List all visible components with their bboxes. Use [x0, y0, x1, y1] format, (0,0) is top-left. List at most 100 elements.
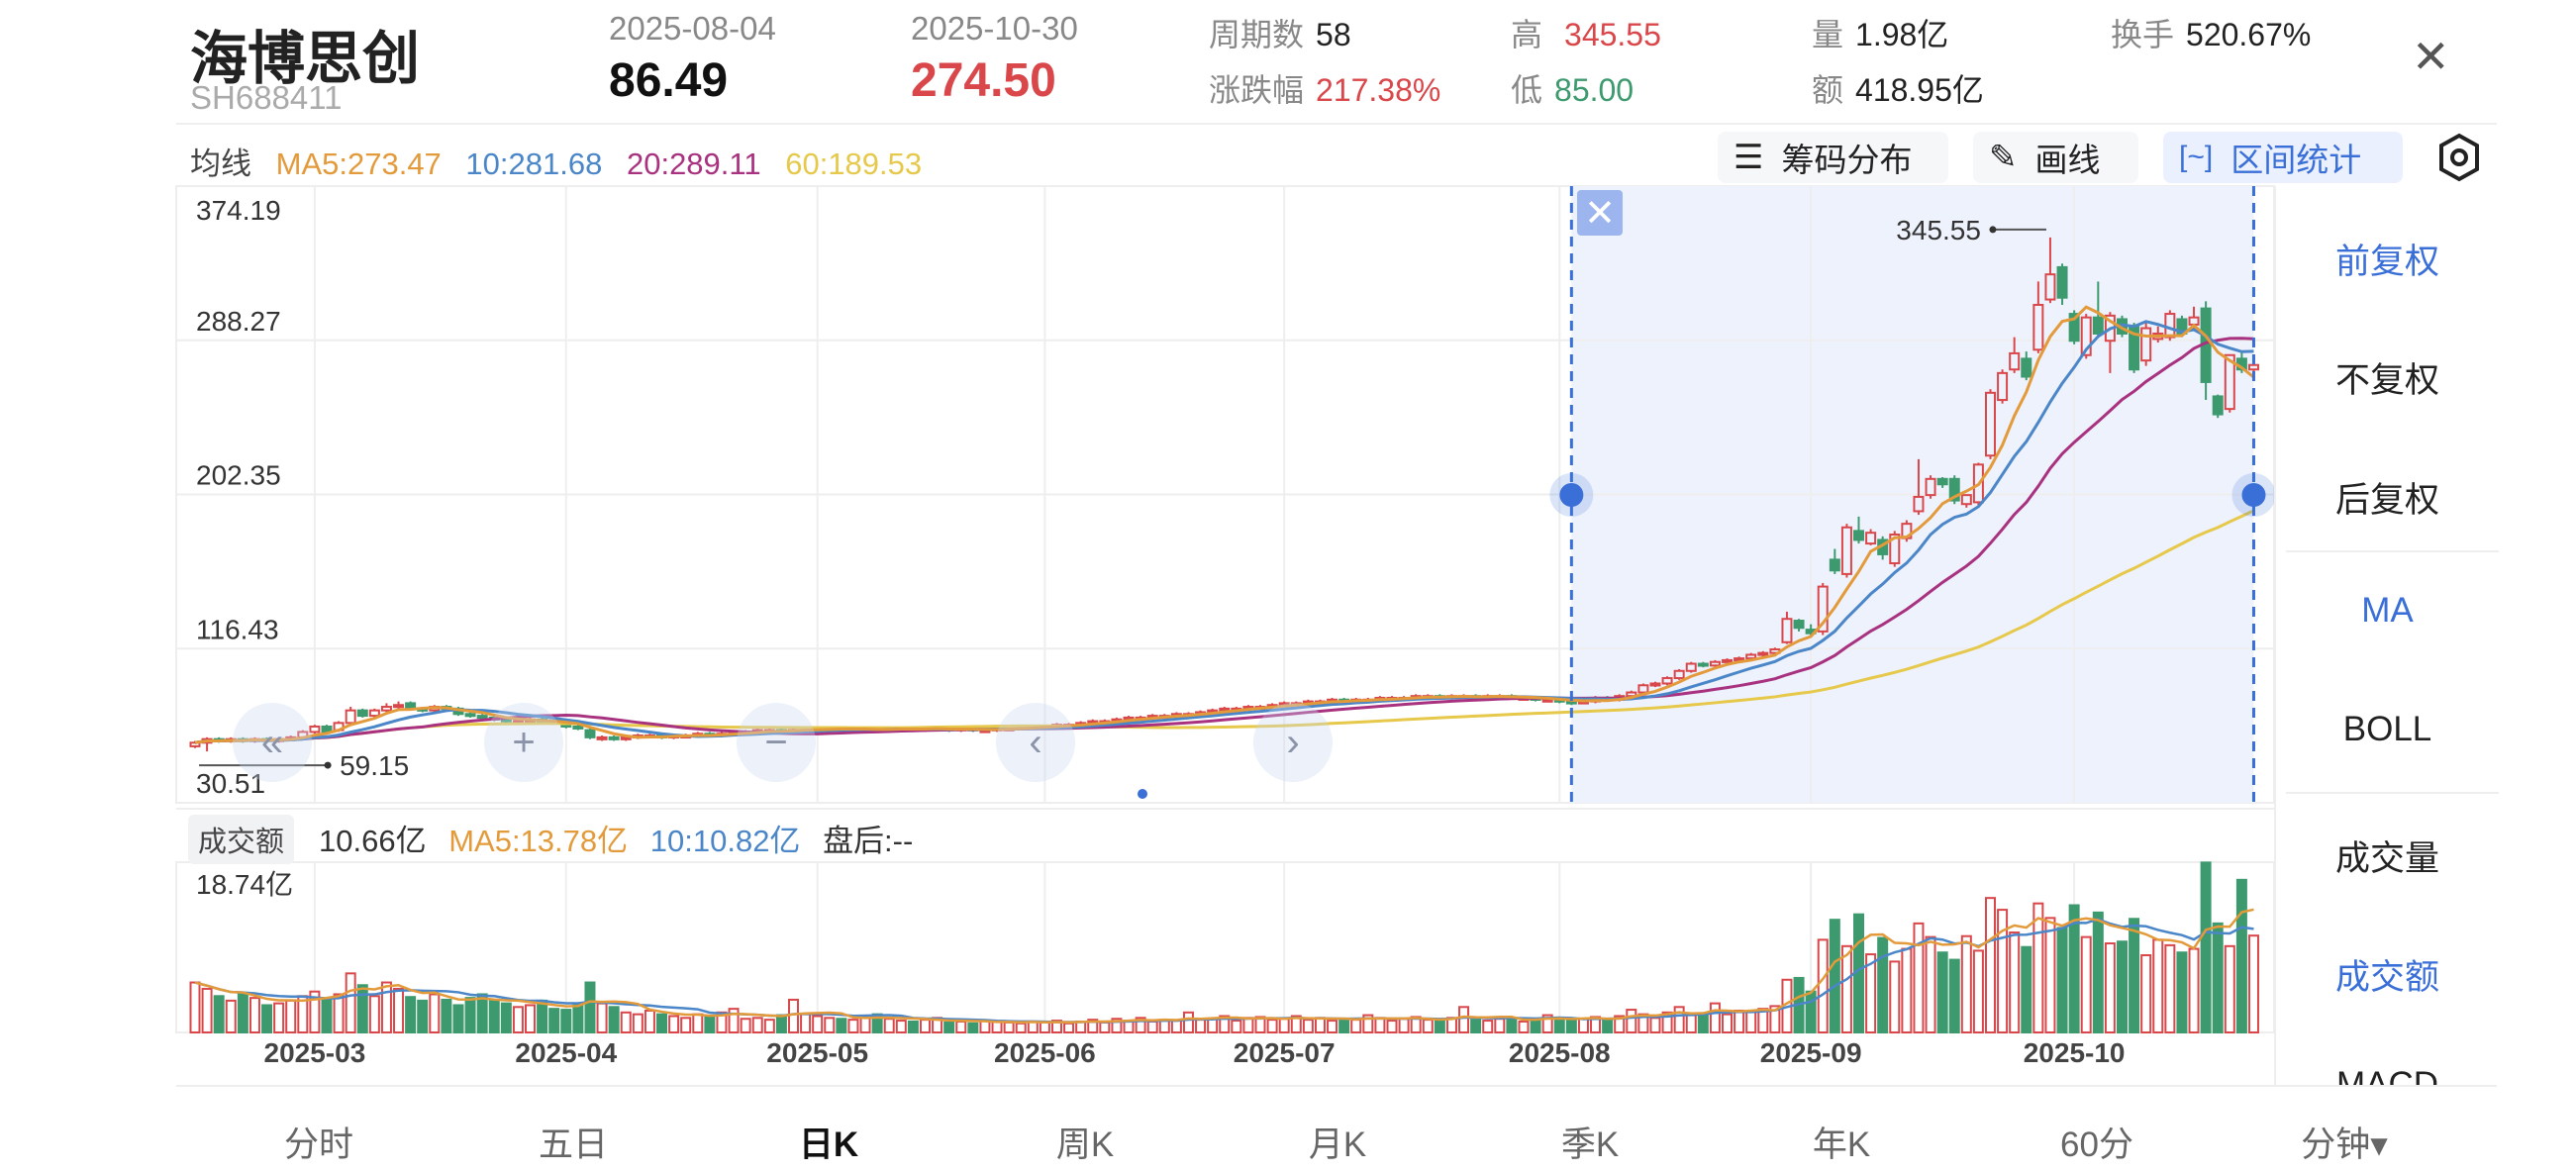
zoom-in-button[interactable]: + — [484, 703, 563, 782]
amount-bar-down — [500, 1002, 512, 1033]
scroll-right-button[interactable]: › — [1253, 703, 1333, 782]
range-stats-button[interactable]: [~] 区间统计 — [2163, 132, 2403, 183]
periods-label: 周期数 — [1209, 17, 1305, 52]
tab-yearly-k[interactable]: 年K — [1812, 1125, 1871, 1164]
amount-bar-up — [1709, 1002, 1721, 1033]
selection-start-handle[interactable] — [1559, 483, 1584, 507]
amount-bar-up — [1015, 1022, 1027, 1034]
amount-bar-up — [368, 995, 380, 1034]
amount-bar-down — [1530, 1019, 1541, 1034]
amount-bar-up — [309, 990, 321, 1034]
candle-up — [2164, 313, 2176, 339]
rp-item-ma[interactable]: MA — [2361, 591, 2414, 630]
amount-bar-down — [488, 999, 500, 1034]
amount-bar-up — [380, 981, 392, 1033]
low-stat: 低 85.00 — [1511, 65, 1634, 111]
amount-bar-up — [393, 987, 405, 1034]
amount-bar-up — [740, 1018, 751, 1034]
scroll-left-button[interactable]: ‹ — [996, 703, 1075, 782]
amount-bar-up — [800, 1013, 812, 1034]
rp-item-volume[interactable]: 成交量 — [2334, 839, 2439, 878]
amount-bar-down — [1697, 1012, 1709, 1033]
scroll-to-start-button[interactable]: « — [233, 703, 312, 782]
amount-bar-up — [1182, 1011, 1194, 1034]
amount-bar-up — [1901, 947, 1913, 1034]
draw-line-button[interactable]: ✎ 画线 — [1973, 132, 2138, 183]
close-button[interactable]: ✕ — [2412, 30, 2450, 83]
rp-item-amount[interactable]: 成交额 — [2334, 958, 2439, 997]
turnover-stat: 换手 520.67% — [2111, 10, 2311, 55]
ma60-line — [194, 509, 2255, 744]
list-icon: ☰ — [1734, 139, 1764, 176]
amount-bar-up — [1925, 935, 1936, 1033]
candle-up — [1734, 657, 1745, 662]
amount-stat: 额 418.95亿 — [1812, 65, 1984, 111]
candle-up — [1781, 618, 1793, 643]
amount-bar-up — [2080, 935, 2092, 1033]
tab-60-minute[interactable]: 60分 — [2060, 1125, 2133, 1164]
tab-five-day[interactable]: 五日 — [538, 1125, 609, 1164]
plus-icon: + — [512, 720, 536, 764]
close-icon: ✕ — [2412, 31, 2450, 82]
amount-bar-down — [608, 1006, 620, 1034]
candle-up — [368, 709, 380, 718]
amount-bar-up — [429, 993, 441, 1033]
amount-bar-down — [1506, 1017, 1518, 1033]
rp-item-macd[interactable]: MACD — [2335, 1065, 2439, 1085]
amount-max-label: 18.74亿 — [196, 869, 293, 900]
x-tick-label: 2025-06 — [994, 1037, 1096, 1068]
volume-legend: 10.66亿 MA5:13.78亿 10:10.82亿 盘后:-- — [319, 816, 927, 860]
candle-down — [2021, 357, 2032, 378]
amount-bar-down — [237, 993, 248, 1033]
amount-bar-up — [1170, 1020, 1182, 1034]
ma5-line — [194, 305, 2255, 744]
rp-item-boll[interactable]: BOLL — [2342, 710, 2432, 748]
ma-legend-label: 均线 — [190, 147, 251, 181]
amount-bar-down — [2200, 861, 2212, 1033]
amount-bar-up — [1290, 1015, 1302, 1034]
selection-end-handle[interactable] — [2241, 483, 2266, 507]
chevron-right-icon: › — [1286, 720, 1300, 764]
chip-distribution-button[interactable]: ☰ 筹码分布 — [1718, 132, 1948, 183]
zoom-out-button[interactable]: − — [737, 703, 816, 782]
amount-bar-up — [1003, 1021, 1015, 1033]
clear-selection-button[interactable]: ✕ — [1577, 190, 1623, 236]
candle-down — [464, 713, 476, 718]
tab-daily-k[interactable]: 日K — [798, 1125, 859, 1164]
x-tick-label: 2025-08 — [1509, 1037, 1611, 1068]
settings-button[interactable] — [2437, 133, 2481, 182]
amount-bar-up — [1207, 1018, 1219, 1034]
amount-bar-up — [1278, 1018, 1290, 1034]
range-stats-label: 区间统计 — [2230, 142, 2362, 178]
indicator-tag[interactable]: 成交额 — [188, 815, 295, 864]
amount-bar-down — [405, 996, 417, 1033]
rp-item-backward-adjusted[interactable]: 后复权 — [2334, 481, 2439, 520]
pencil-icon: ✎ — [1989, 139, 2018, 176]
high-value: 345.55 — [1564, 17, 1661, 52]
amount-bar-up — [1626, 1009, 1637, 1034]
candle-up — [1840, 526, 1852, 575]
ma20-value: 20:289.11 — [626, 147, 761, 181]
start-date: 2025-08-04 — [609, 10, 776, 47]
amount-bar-up — [620, 1011, 632, 1034]
amount-bar-up — [1482, 1020, 1494, 1034]
amount-bar-up — [1745, 1010, 1757, 1033]
rp-item-forward-adjusted[interactable]: 前复权 — [2334, 243, 2439, 281]
amount-bar-up — [1195, 1019, 1207, 1034]
tab-monthly-k[interactable]: 月K — [1308, 1125, 1367, 1164]
tab-quarterly-k[interactable]: 季K — [1560, 1125, 1620, 1164]
tab-minute-dropdown[interactable]: 分钟▾ — [2301, 1125, 2388, 1164]
tab-intraday[interactable]: 分时 — [283, 1125, 354, 1164]
amount-bar-down — [1470, 1019, 1482, 1034]
x-tick-label: 2025-07 — [1234, 1037, 1336, 1068]
amount-bar-up — [1374, 1017, 1386, 1033]
amount-bar-up — [728, 1008, 740, 1033]
amount-bar-up — [1661, 1011, 1673, 1034]
minus-icon: − — [764, 720, 788, 764]
amount-bar-down — [967, 1022, 979, 1034]
amount-bar-down — [2056, 927, 2068, 1034]
rp-item-unadjusted[interactable]: 不复权 — [2334, 361, 2439, 400]
tab-weekly-k[interactable]: 周K — [1055, 1125, 1115, 1164]
candle-down — [2092, 316, 2104, 335]
